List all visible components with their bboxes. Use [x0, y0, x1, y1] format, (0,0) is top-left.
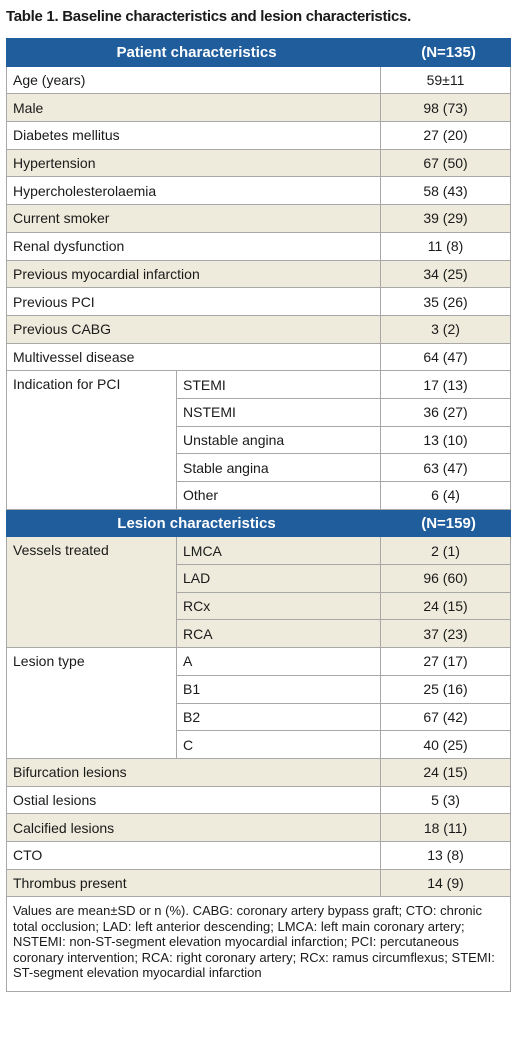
row: CTO 13 (8): [5, 840, 512, 870]
row: Calcified lesions 18 (11): [5, 813, 512, 842]
value-cell: 13 (8): [380, 840, 512, 870]
value-cell: 2 (1): [380, 536, 512, 566]
row: Previous CABG 3 (2): [5, 314, 512, 344]
row: NSTEMI 36 (27): [7, 397, 512, 427]
value-cell: 27 (20): [380, 121, 512, 150]
group-label: Vessels treated: [6, 536, 177, 649]
row: B1 25 (16): [7, 674, 512, 704]
table-body: Patient characteristics (N=135) Age (years…: [5, 38, 512, 992]
row-label: Previous CABG: [5, 314, 382, 344]
row: Indication for PCI STEMI 17 (13): [6, 370, 512, 510]
row-label: Multivessel disease: [5, 342, 382, 372]
row: Unstable angina 13 (10): [7, 425, 512, 455]
row: Lesion type A 27 (17): [6, 647, 512, 759]
value-cell: 25 (16): [380, 674, 512, 704]
row: Stable angina 63 (47): [7, 453, 512, 482]
table-title: Table 1. Baseline characteristics and le…: [6, 8, 411, 25]
value-cell: 24 (15): [380, 757, 512, 787]
row-label: Thrombus present: [5, 868, 382, 898]
value-cell: 63 (47): [380, 453, 512, 482]
row: Other 6 (4): [7, 481, 512, 510]
value-cell: 17 (13): [380, 370, 512, 399]
sub-label: Unstable angina: [175, 425, 382, 455]
footnote: Values are mean±SD or n (%). CABG: coron…: [5, 896, 512, 992]
row: Renal dysfunction 11 (8): [5, 231, 512, 261]
row-label: Male: [5, 93, 382, 123]
value-cell: 6 (4): [380, 481, 512, 510]
value-cell: 13 (10): [380, 425, 512, 455]
row-label: Age (years): [5, 65, 382, 95]
header-cell: (N=135): [380, 38, 512, 67]
row: Age (years) 59±11: [5, 65, 512, 95]
sub-label: C: [175, 730, 382, 759]
row-label: Hypertension: [5, 148, 382, 178]
value-cell: 40 (25): [380, 730, 512, 759]
row-label: CTO: [5, 840, 382, 870]
value-cell: 58 (43): [380, 176, 512, 206]
row: Bifurcation lesions 24 (15): [5, 757, 512, 787]
value-cell: 67 (42): [380, 702, 512, 732]
row-label: Previous PCI: [5, 287, 382, 316]
row: Ostial lesions 5 (3): [5, 785, 512, 815]
group-label: Indication for PCI: [6, 370, 177, 510]
value-cell: 18 (11): [380, 813, 512, 842]
row: Thrombus present 14 (9): [5, 868, 512, 898]
value-cell: 67 (50): [380, 148, 512, 178]
row: Hypertension 67 (50): [5, 148, 512, 178]
header-row: Patient characteristics (N=135): [5, 38, 512, 67]
sub-label: B1: [175, 674, 382, 704]
row-label: Previous myocardial infarction: [5, 259, 382, 289]
row-label: Hypercholesterolaemia: [5, 176, 382, 206]
row: Previous PCI 35 (26): [5, 287, 512, 316]
sub-label: STEMI: [175, 370, 382, 399]
row-label: Current smoker: [5, 204, 382, 233]
sub-label: LAD: [175, 564, 382, 593]
value-cell: 14 (9): [380, 868, 512, 898]
header-row: Lesion characteristics (N=159): [5, 508, 512, 538]
value-cell: 11 (8): [380, 231, 512, 261]
row: Previous myocardial infarction 34 (25): [5, 259, 512, 289]
sub-label: NSTEMI: [175, 397, 382, 427]
value-cell: 3 (2): [380, 314, 512, 344]
value-cell: 96 (60): [380, 564, 512, 593]
header-cell: (N=159): [380, 508, 512, 538]
value-cell: 98 (73): [380, 93, 512, 123]
row: Male 98 (73): [5, 93, 512, 123]
value-cell: 5 (3): [380, 785, 512, 815]
group-label: Lesion type: [6, 647, 177, 759]
row-label: Ostial lesions: [5, 785, 382, 815]
value-cell: 27 (17): [380, 647, 512, 676]
value-cell: 39 (29): [380, 204, 512, 233]
row-label: Renal dysfunction: [5, 231, 382, 261]
row-label: Bifurcation lesions: [5, 757, 382, 787]
value-cell: 24 (15): [380, 591, 512, 621]
sub-label: Other: [175, 481, 382, 510]
row: Diabetes mellitus 27 (20): [5, 121, 512, 150]
row: Hypercholesterolaemia 58 (43): [5, 176, 512, 206]
header-cell: Lesion characteristics: [5, 508, 382, 538]
sub-label: B2: [175, 702, 382, 732]
value-cell: 64 (47): [380, 342, 512, 372]
sub-label: A: [175, 647, 382, 676]
row: Multivessel disease 64 (47): [5, 342, 512, 372]
sub-label: RCx: [175, 591, 382, 621]
sub-label: RCA: [175, 619, 382, 649]
row-label: Calcified lesions: [5, 813, 382, 842]
row: Vessels treated LMCA 2 (1): [6, 536, 512, 649]
header-cell: Patient characteristics: [5, 38, 382, 67]
sub-label: Stable angina: [175, 453, 382, 482]
value-cell: 59±11: [380, 65, 512, 95]
value-cell: 36 (27): [380, 397, 512, 427]
value-cell: 34 (25): [380, 259, 512, 289]
row-label: Diabetes mellitus: [5, 121, 382, 150]
sub-label: LMCA: [175, 536, 382, 566]
table: Patient characteristics (N=135) Age (years…: [5, 38, 512, 992]
row: Current smoker 39 (29): [5, 204, 512, 233]
footnote-row: Values are mean±SD or n (%). CABG: coron…: [5, 896, 512, 992]
value-cell: 37 (23): [380, 619, 512, 649]
value-cell: 35 (26): [380, 287, 512, 316]
